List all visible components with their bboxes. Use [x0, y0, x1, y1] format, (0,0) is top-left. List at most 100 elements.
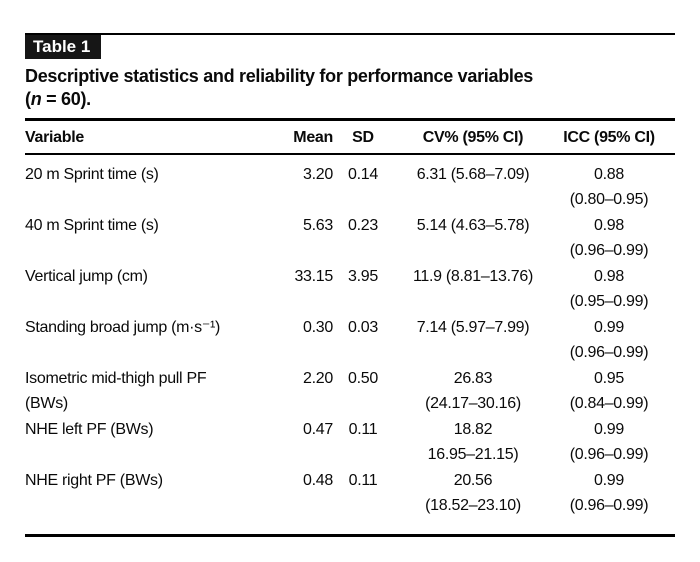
cv-ci — [393, 238, 553, 263]
mean-value: 0.47 — [303, 421, 333, 438]
cell-mean: 2.20 — [275, 366, 333, 417]
cell-cv: 11.9 (8.81–13.76) — [393, 264, 553, 315]
table-row: 40 m Sprint time (s) 5.63 0.23 5.14 (4.6… — [25, 213, 675, 264]
icc-value: 0.99 — [594, 472, 624, 489]
header-sd: SD — [333, 129, 393, 147]
cell-cv: 26.83 (24.17–30.16) — [393, 366, 553, 417]
cv-value: 20.56 — [453, 472, 493, 489]
icc-ci: (0.96–0.99) — [569, 446, 649, 463]
cv-value: 11.9 (8.81–13.76) — [412, 268, 534, 285]
icc-value: 0.98 — [594, 217, 624, 234]
variable-name: Standing broad jump (m·s⁻¹) — [25, 319, 221, 336]
cell-variable: 20 m Sprint time (s) — [25, 162, 275, 213]
cell-cv: 5.14 (4.63–5.78) — [393, 213, 553, 264]
cell-variable: NHE right PF (BWs) — [25, 468, 275, 519]
icc-value: 0.99 — [594, 421, 624, 438]
cell-mean: 3.20 — [275, 162, 333, 213]
cv-value: 7.14 (5.97–7.99) — [416, 319, 530, 336]
variable-name-wrap — [25, 442, 275, 467]
variable-name: Vertical jump (cm) — [25, 268, 148, 285]
icc-ci: (0.96–0.99) — [569, 344, 649, 361]
cell-sd: 3.95 — [333, 264, 393, 315]
icc-value: 0.99 — [594, 319, 624, 336]
header-variable: Variable — [25, 129, 84, 146]
icc-value: 0.88 — [594, 166, 624, 183]
variable-name-wrap — [25, 238, 275, 263]
cell-variable: NHE left PF (BWs) — [25, 417, 275, 468]
cell-mean: 0.30 — [275, 315, 333, 366]
table-row: 20 m Sprint time (s) 3.20 0.14 6.31 (5.6… — [25, 162, 675, 213]
mean-value: 5.63 — [303, 217, 333, 234]
title-n-symbol: n — [30, 89, 42, 109]
cell-icc: 0.88 (0.80–0.95) — [553, 162, 665, 213]
bottom-spacer — [25, 519, 675, 534]
header-cv: CV% (95% CI) — [422, 129, 524, 146]
cv-value: 26.83 — [453, 370, 493, 387]
cv-ci: (24.17–30.16) — [425, 395, 521, 412]
sd-value: 0.14 — [348, 166, 378, 183]
variable-name: 20 m Sprint time (s) — [25, 166, 159, 183]
variable-name-wrap: (BWs) — [25, 395, 68, 412]
mean-value: 0.30 — [303, 319, 333, 336]
cell-sd: 0.11 — [333, 417, 393, 468]
mean-value: 2.20 — [303, 370, 333, 387]
cv-value: 6.31 (5.68–7.09) — [416, 166, 530, 183]
variable-name-wrap — [25, 187, 275, 212]
cell-mean: 5.63 — [275, 213, 333, 264]
cell-sd: 0.14 — [333, 162, 393, 213]
cell-icc: 0.99 (0.96–0.99) — [553, 417, 665, 468]
table-row: Isometric mid-thigh pull PF (BWs) 2.20 0… — [25, 366, 675, 417]
variable-name: Isometric mid-thigh pull PF — [25, 370, 207, 387]
table-body: 20 m Sprint time (s) 3.20 0.14 6.31 (5.6… — [25, 155, 675, 519]
cell-cv: 18.82 16.95–21.15) — [393, 417, 553, 468]
table-header-row: Variable Mean SD CV% (95% CI) ICC (95% C… — [25, 121, 675, 153]
title-paren-open: ( — [25, 89, 31, 109]
title-sample-size: = 60). — [41, 89, 91, 109]
variable-name: NHE left PF (BWs) — [25, 421, 154, 438]
cell-mean: 33.15 — [275, 264, 333, 315]
table-row: NHE left PF (BWs) 0.47 0.11 18.82 16.95–… — [25, 417, 675, 468]
icc-ci: (0.84–0.99) — [569, 395, 649, 412]
cell-cv: 7.14 (5.97–7.99) — [393, 315, 553, 366]
icc-ci: (0.96–0.99) — [569, 497, 649, 514]
top-rule — [25, 33, 675, 35]
cell-icc: 0.98 (0.95–0.99) — [553, 264, 665, 315]
cell-variable: Vertical jump (cm) — [25, 264, 275, 315]
cell-sd: 0.23 — [333, 213, 393, 264]
icc-ci: (0.96–0.99) — [569, 242, 649, 259]
cv-value: 5.14 (4.63–5.78) — [416, 217, 530, 234]
table-row: Standing broad jump (m·s⁻¹) 0.30 0.03 7.… — [25, 315, 675, 366]
table-title-line1: Descriptive statistics and reliability f… — [25, 66, 534, 86]
sd-value: 0.23 — [348, 217, 378, 234]
header-rule — [25, 153, 675, 155]
cell-sd: 0.50 — [333, 366, 393, 417]
cv-ci — [393, 289, 553, 314]
cell-variable: Standing broad jump (m·s⁻¹) — [25, 315, 275, 366]
cv-ci: (18.52–23.10) — [425, 497, 521, 514]
cell-variable: Isometric mid-thigh pull PF (BWs) — [25, 366, 275, 417]
cv-ci — [393, 340, 553, 365]
bottom-rule — [25, 534, 675, 537]
cell-sd: 0.03 — [333, 315, 393, 366]
variable-name: 40 m Sprint time (s) — [25, 217, 159, 234]
table-number-label: Table 1 — [25, 35, 102, 59]
sd-value: 3.95 — [348, 268, 378, 285]
icc-value: 0.98 — [594, 268, 624, 285]
cv-ci: 16.95–21.15) — [427, 446, 519, 463]
title-rule — [25, 118, 675, 121]
cell-cv: 20.56 (18.52–23.10) — [393, 468, 553, 519]
icc-ci: (0.95–0.99) — [569, 293, 649, 310]
cell-sd: 0.11 — [333, 468, 393, 519]
header-mean: Mean — [293, 129, 333, 146]
variable-name: NHE right PF (BWs) — [25, 472, 163, 489]
variable-name-wrap — [25, 340, 275, 365]
mean-value: 33.15 — [294, 268, 333, 285]
cell-icc: 0.98 (0.96–0.99) — [553, 213, 665, 264]
table-row: Vertical jump (cm) 33.15 3.95 11.9 (8.81… — [25, 264, 675, 315]
header-icc: ICC (95% CI) — [563, 129, 655, 146]
mean-value: 3.20 — [303, 166, 333, 183]
cell-icc: 0.95 (0.84–0.99) — [553, 366, 665, 417]
mean-value: 0.48 — [303, 472, 333, 489]
cv-value: 18.82 — [453, 421, 493, 438]
icc-ci: (0.80–0.95) — [569, 191, 649, 208]
